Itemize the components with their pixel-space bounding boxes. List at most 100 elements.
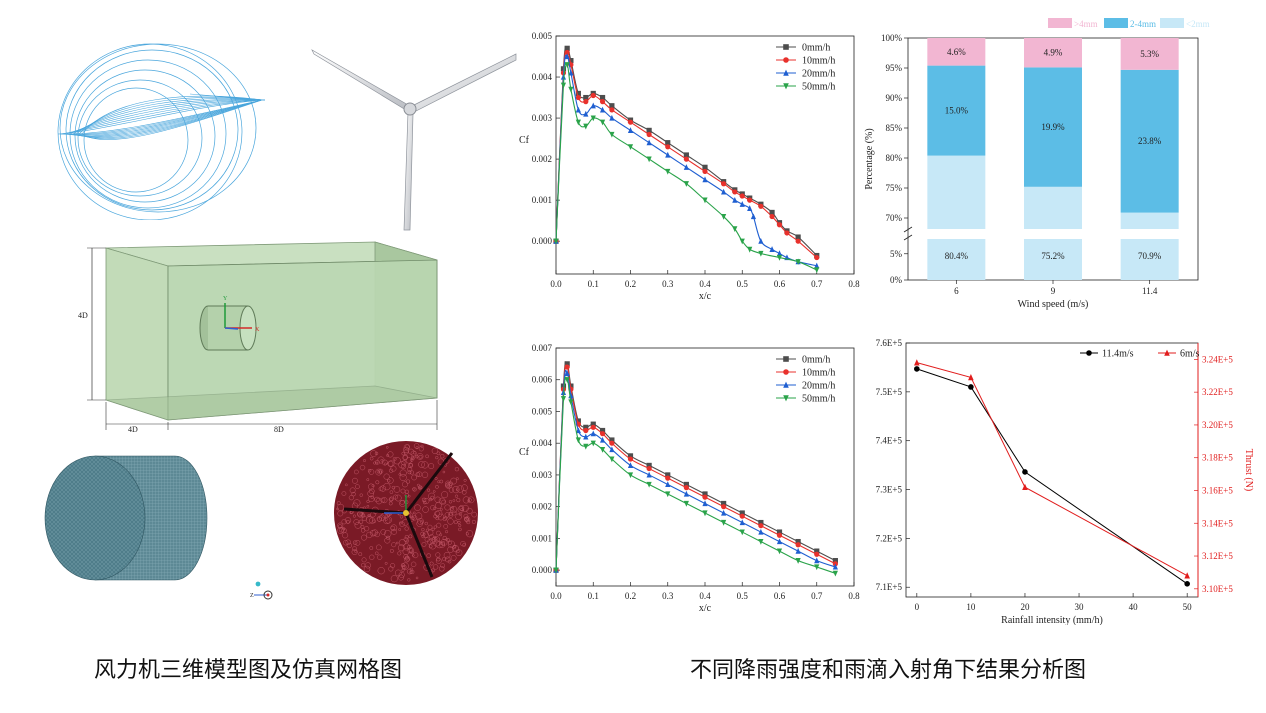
x-tick-label: 11.4 bbox=[1142, 286, 1158, 296]
bar-label: 75.2% bbox=[1041, 251, 1065, 261]
legend-swatch bbox=[1160, 18, 1184, 28]
legend-label: 20mm/h bbox=[802, 381, 835, 392]
mesh-cell bbox=[363, 459, 366, 463]
data-point bbox=[769, 246, 775, 252]
turbine-blade bbox=[411, 53, 517, 113]
mesh-cell bbox=[399, 521, 402, 525]
y-left-tick-label: 7.1E+5 bbox=[876, 582, 903, 592]
data-point bbox=[1184, 581, 1190, 587]
data-point bbox=[776, 538, 783, 545]
y-axis-label: Cf bbox=[519, 447, 530, 458]
mesh-cell bbox=[410, 561, 417, 568]
mesh-cell bbox=[427, 529, 434, 536]
mesh-cell bbox=[440, 453, 445, 459]
data-point bbox=[769, 213, 775, 220]
y-axis-label: Percentage (%) bbox=[864, 128, 875, 189]
mesh-cell bbox=[411, 455, 415, 459]
mesh-cell bbox=[463, 513, 469, 519]
rotor-hub bbox=[403, 510, 409, 516]
x-axis-label: Rainfall intensity (mm/h) bbox=[1001, 615, 1103, 625]
mesh-cell bbox=[366, 478, 370, 482]
mesh-cell bbox=[389, 548, 394, 553]
x-tick-label: 0.5 bbox=[737, 279, 749, 289]
mesh-cell bbox=[412, 552, 419, 559]
mesh-cell bbox=[441, 499, 447, 505]
mesh-cell bbox=[351, 477, 358, 484]
domain-upstream-label: 4D bbox=[128, 425, 138, 434]
data-point bbox=[783, 83, 789, 90]
y-tick-label: 0.004 bbox=[532, 438, 553, 448]
domain-height-label: 4D bbox=[78, 311, 88, 320]
mesh-cell bbox=[401, 562, 409, 570]
mesh-cell bbox=[369, 529, 377, 537]
mesh-cell bbox=[429, 542, 437, 550]
y-tick-label: 80% bbox=[886, 153, 903, 163]
mesh-cell bbox=[373, 461, 377, 465]
x-tick-label: 0.6 bbox=[774, 591, 786, 601]
bar-label: 15.0% bbox=[945, 106, 969, 116]
data-point bbox=[783, 369, 789, 375]
x-tick-label: 6 bbox=[954, 286, 959, 296]
bar-label: 70.9% bbox=[1138, 251, 1162, 261]
mesh-cell bbox=[376, 516, 383, 522]
mesh-cell bbox=[430, 495, 435, 500]
mesh-cell bbox=[353, 499, 361, 507]
data-point bbox=[583, 94, 589, 101]
mesh-cell bbox=[407, 494, 411, 498]
mesh-line bbox=[83, 87, 189, 193]
mesh-cell bbox=[411, 516, 415, 520]
data-point bbox=[609, 446, 615, 453]
y-tick-label: 0.006 bbox=[532, 375, 553, 385]
mesh-cell bbox=[447, 546, 454, 553]
data-point bbox=[568, 399, 574, 406]
data-point bbox=[590, 440, 596, 447]
mesh-cell bbox=[370, 450, 377, 457]
data-point bbox=[814, 254, 820, 261]
data-point bbox=[968, 384, 974, 390]
mesh-cell bbox=[442, 556, 447, 562]
mesh-cell bbox=[445, 482, 452, 489]
mesh-cell bbox=[398, 539, 406, 547]
data-point bbox=[721, 504, 727, 510]
data-point bbox=[553, 238, 559, 245]
data-point bbox=[575, 106, 581, 113]
mesh-cell bbox=[405, 555, 410, 560]
data-point bbox=[646, 156, 652, 163]
mesh-cell bbox=[421, 461, 429, 469]
data-point bbox=[747, 197, 753, 203]
data-point bbox=[590, 421, 596, 427]
x-tick-label: 0.2 bbox=[625, 279, 636, 289]
mesh-cell bbox=[369, 554, 375, 560]
data-point bbox=[599, 431, 606, 437]
mesh-cell bbox=[418, 461, 425, 468]
y-tick-label: 0.002 bbox=[532, 154, 552, 164]
mesh-cell bbox=[403, 444, 410, 451]
plot-frame bbox=[905, 342, 1199, 598]
data-point bbox=[776, 532, 783, 538]
data-point bbox=[783, 356, 789, 362]
x-tick-label: 0.7 bbox=[811, 591, 823, 601]
mesh-cell bbox=[385, 446, 389, 449]
mesh-cell bbox=[378, 514, 386, 521]
turbine-blade bbox=[311, 49, 411, 111]
mesh-cell bbox=[405, 457, 412, 464]
data-point bbox=[627, 144, 634, 150]
mesh-cell bbox=[349, 487, 356, 494]
mesh-cell bbox=[439, 542, 446, 548]
data-point bbox=[609, 437, 615, 443]
data-point bbox=[1022, 483, 1028, 491]
mesh-cell bbox=[353, 519, 360, 525]
data-point bbox=[583, 433, 589, 440]
airfoil-mesh-figure bbox=[40, 30, 280, 221]
series-line bbox=[916, 368, 1188, 585]
data-point bbox=[568, 69, 574, 76]
series-0mm/h bbox=[553, 361, 838, 573]
x-tick-label: 0.3 bbox=[662, 591, 674, 601]
mesh-cell bbox=[383, 473, 390, 480]
mesh-cell bbox=[471, 519, 476, 524]
data-point bbox=[627, 127, 634, 133]
mesh-cell bbox=[412, 515, 418, 521]
mesh-cell bbox=[360, 513, 366, 518]
mesh-cell bbox=[380, 497, 386, 503]
mesh-cell bbox=[439, 541, 442, 545]
